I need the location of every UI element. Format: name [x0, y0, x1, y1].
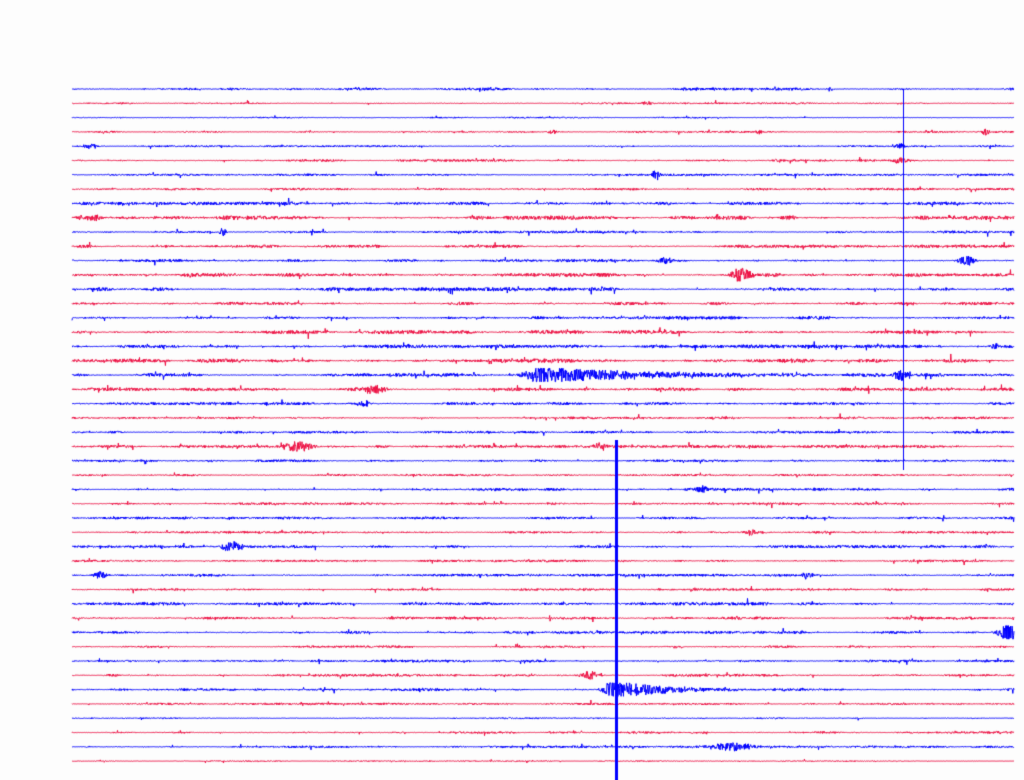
- seismogram-trace-canvas: [0, 0, 1024, 780]
